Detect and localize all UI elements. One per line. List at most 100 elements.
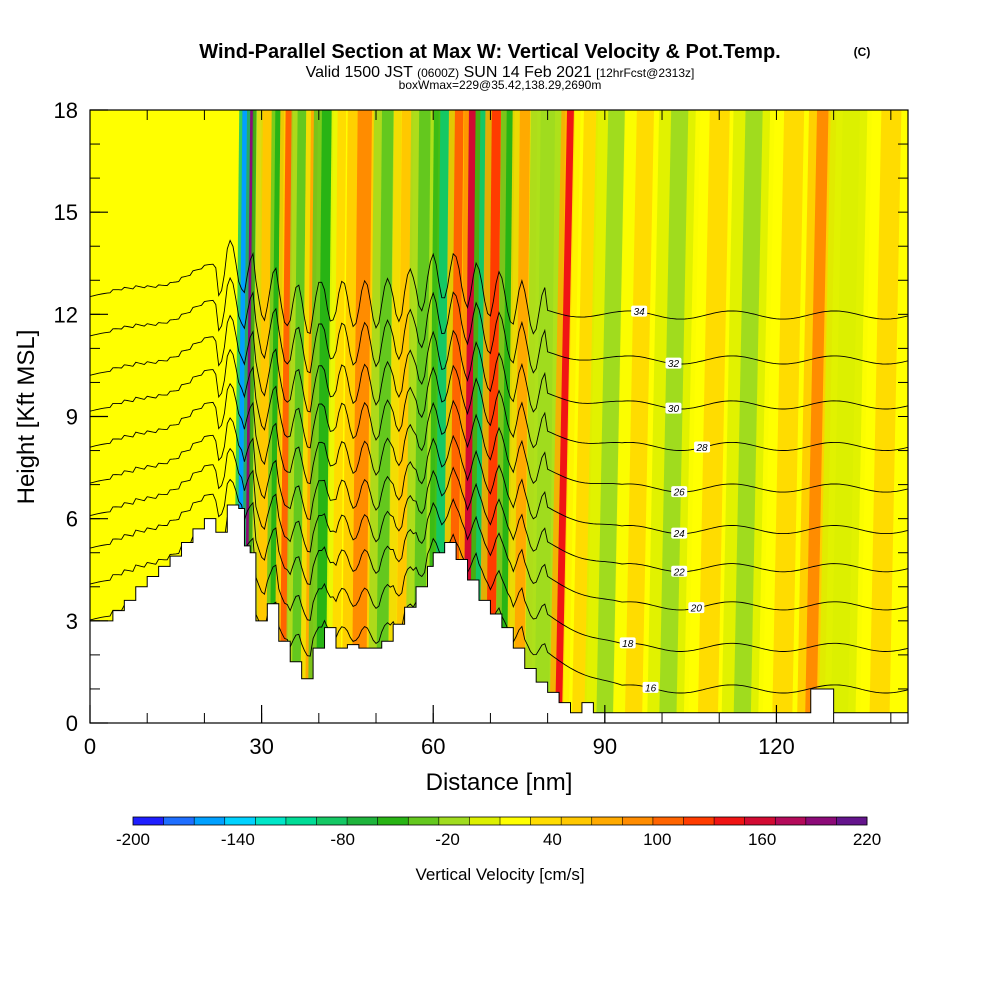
colorbar-swatch [500, 817, 532, 825]
colorbar-swatch [775, 817, 807, 825]
copyright-mark: (C) [854, 45, 871, 59]
colorbar-swatch [133, 817, 165, 825]
colorbar-swatch [683, 817, 715, 825]
colorbar-swatch [408, 817, 440, 825]
isentrope-label-group: 34 [631, 305, 648, 318]
w-band [555, 110, 576, 723]
plot-area: 16 18 20 22 24 26 28 30 32 34 [90, 110, 908, 723]
x-axis-label: Distance [nm] [426, 769, 573, 796]
isentrope-label: 30 [668, 404, 680, 415]
w-band [291, 110, 307, 723]
valid-date: SUN 14 Feb 2021 [464, 64, 592, 81]
isentrope-label: 18 [622, 639, 634, 650]
w-band [697, 110, 730, 723]
y-tick-label: 15 [54, 200, 78, 225]
isentrope-label-bg [688, 602, 705, 614]
y-tick-label: 6 [66, 507, 78, 532]
w-band [396, 110, 414, 723]
colorbar-tick-label: 220 [853, 830, 881, 849]
isentrope-line [90, 447, 908, 573]
isentrope-line [90, 314, 908, 413]
colorbar-swatch [347, 817, 379, 825]
w-band [733, 110, 763, 723]
isentrope-line [90, 348, 908, 452]
colorbar-swatch [652, 817, 684, 825]
isentrope-label: 24 [673, 529, 686, 540]
isentrope-label: 22 [673, 567, 686, 578]
x-tick-label: 90 [593, 734, 617, 759]
potential-temperature-contours: 16 18 20 22 24 26 28 30 32 34 [90, 239, 908, 694]
colorbar-swatch [836, 817, 868, 825]
isentrope-label-bg [671, 527, 688, 539]
colorbar-swatch [194, 817, 226, 825]
isentrope-label-group: 22 [671, 565, 688, 578]
w-band [869, 110, 902, 723]
w-band [772, 110, 805, 723]
colorbar-swatch [469, 817, 501, 825]
colorbar: -200 -140 -80 -20 40 100 160 220 [116, 816, 881, 849]
w-band [257, 110, 273, 723]
colorbar-tick-label: -140 [221, 830, 255, 849]
isentrope-line [90, 478, 908, 611]
isentrope-label: 16 [645, 683, 657, 694]
isentrope-label-bg [665, 402, 682, 414]
w-band [571, 110, 599, 723]
x-tick-label: 30 [249, 734, 273, 759]
colorbar-swatch [622, 817, 654, 825]
isentrope-line [90, 417, 908, 535]
box-info: boxWmax=229@35.42,138.29,2690m [399, 78, 602, 92]
colorbar-swatch [316, 817, 348, 825]
isentrope-label-group: 18 [619, 637, 636, 650]
w-band [485, 110, 501, 723]
isentrope-label-bg [642, 681, 659, 693]
colorbar-swatch [377, 817, 409, 825]
y-tick-label: 3 [66, 609, 78, 634]
isentrope-line [90, 513, 908, 652]
forecast-info: [12hrFcst@2313z] [596, 66, 694, 80]
isentrope-line [90, 276, 908, 374]
valid-prefix: Valid 1500 JST [306, 64, 414, 81]
isentrope-label-bg [631, 305, 648, 317]
isentrope-label-group: 30 [665, 402, 682, 415]
y-axis-label: Height [Kft MSL] [13, 330, 40, 505]
isentrope-line [90, 382, 908, 493]
colorbar-swatch [530, 817, 562, 825]
colorbar-swatch [285, 817, 317, 825]
colorbar-swatch [805, 817, 837, 825]
colorbar-tick-label: 40 [543, 830, 562, 849]
isentrope-label-group: 28 [694, 441, 711, 454]
colorbar-tick-label: 160 [748, 830, 776, 849]
isentrope-label-group: 32 [665, 357, 682, 370]
chart-title: Wind-Parallel Section at Max W: Vertical… [199, 41, 780, 63]
isentrope-label-bg [619, 637, 636, 649]
y-tick-label: 12 [54, 302, 78, 327]
colorbar-swatch [224, 817, 256, 825]
colorbar-swatch [714, 817, 746, 825]
y-tick-label: 0 [66, 711, 78, 736]
isentrope-label-bg [665, 357, 682, 369]
w-band [624, 110, 655, 723]
colorbar-swatch [438, 817, 470, 825]
y-tick-label: 18 [54, 98, 78, 123]
isentrope-label-bg [671, 565, 688, 577]
colorbar-tick-label: -20 [435, 830, 460, 849]
x-tick-label: 60 [421, 734, 445, 759]
w-band [315, 110, 334, 723]
colorbar-tick-label: -80 [330, 830, 355, 849]
w-band [351, 110, 373, 723]
colorbar-label: Vertical Velocity [cm/s] [415, 865, 584, 884]
w-band [805, 110, 829, 723]
colorbar-swatch [163, 817, 195, 825]
colorbar-tick-label: -200 [116, 830, 150, 849]
x-tick-label: 0 [84, 734, 96, 759]
isentrope-label: 20 [690, 604, 703, 615]
isentrope-label-group: 26 [671, 486, 688, 499]
isentrope-label-group: 24 [671, 527, 688, 540]
isentrope-label: 34 [634, 307, 646, 318]
colorbar-swatch [591, 817, 623, 825]
valid-time-line: Valid 1500 JST (0600Z) SUN 14 Feb 2021 [… [306, 64, 695, 81]
w-band [659, 110, 689, 723]
y-axis: 0 3 6 9 12 15 18 [54, 98, 908, 736]
colorbar-swatch [561, 817, 593, 825]
isentrope-label-bg [694, 441, 711, 453]
